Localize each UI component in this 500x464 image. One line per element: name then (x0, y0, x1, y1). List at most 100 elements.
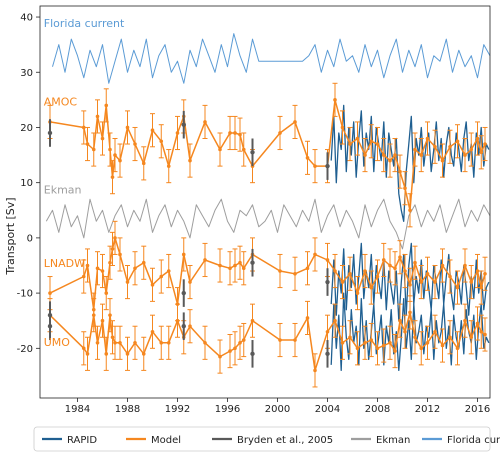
series-annotation: AMOC (44, 95, 78, 108)
model-umo-point (133, 340, 137, 345)
model-amoc-point (108, 147, 112, 152)
legend-box (33, 426, 491, 452)
y-axis-label: Transport [Sv] (4, 197, 17, 275)
x-tick-label: 1984 (65, 404, 90, 415)
model-lnadw-point (475, 269, 480, 273)
model-amoc-point (381, 153, 386, 157)
model-lnadw-point (118, 252, 122, 257)
model-amoc-point (125, 125, 130, 130)
model-amoc-point (110, 175, 115, 179)
model-umo-point (175, 318, 180, 323)
axes-layer: -20 -10 0 10 20 30 40 1984 1988 1992 1996 2000 2004 2… (17, 5, 491, 415)
model-umo-point (340, 340, 345, 345)
model-umo-point (388, 340, 392, 345)
model-umo-point (348, 335, 352, 340)
rapid-amoc-series (330, 104, 490, 222)
model-amoc-point (100, 136, 105, 141)
model-amoc-point (85, 142, 90, 146)
bryden-lnadw-point (325, 279, 330, 285)
model-lnadw-point (433, 280, 437, 284)
model-lnadw-point (188, 280, 192, 284)
model-amoc-point (469, 147, 474, 152)
model-umo-point (228, 349, 232, 353)
model-amoc-point (91, 147, 96, 152)
bryden-amoc-point (181, 122, 186, 127)
model-umo-point (293, 338, 297, 342)
model-amoc-point (166, 164, 171, 168)
model-umo-point (313, 368, 317, 373)
model-lnadw-point (333, 269, 337, 273)
model-lnadw-point (419, 280, 424, 284)
model-umo-point (479, 329, 484, 334)
model-amoc-point (479, 150, 484, 155)
model-umo-point (203, 340, 207, 345)
model-lnadw-point (159, 274, 164, 279)
model-umo-point (104, 352, 109, 356)
model-lnadw-point (305, 266, 310, 271)
model-lnadw-point (448, 274, 452, 279)
series-annotation: Ekman (44, 184, 82, 197)
series-annotation: Florida current (44, 17, 125, 30)
model-lnadw-point (455, 285, 460, 290)
model-amoc-point (150, 128, 155, 133)
model-umo-point (278, 338, 282, 342)
legend-label-florida: Florida current (447, 435, 500, 446)
model-amoc-point (403, 186, 407, 190)
model-lnadw-point (293, 271, 297, 276)
bryden-umo-point (47, 324, 53, 329)
model-lnadw-point (398, 255, 402, 260)
model-amoc-point (393, 153, 397, 157)
model-umo-point (188, 324, 192, 329)
bryden-lnadw-point (250, 260, 255, 265)
model-umo-point (463, 318, 467, 323)
y-tick-label: 10 (20, 178, 33, 189)
model-umo-point (250, 318, 255, 323)
model-lnadw-point (313, 252, 317, 257)
model-amoc-point (355, 136, 360, 141)
model-amoc-point (104, 103, 109, 108)
model-lnadw-point (104, 291, 109, 295)
model-amoc-point (440, 158, 445, 163)
model-lnadw-point (150, 283, 155, 287)
model-lnadw-point (233, 263, 237, 268)
model-umo-point (398, 318, 402, 323)
model-umo-point (469, 335, 474, 340)
y-tick-label: -20 (17, 344, 33, 355)
model-umo-point (159, 340, 164, 345)
model-lnadw-point (348, 271, 352, 276)
model-lnadw-point (133, 266, 137, 271)
bryden-amoc-point (325, 163, 330, 169)
model-amoc-point (425, 136, 430, 141)
model-amoc-point (188, 158, 192, 163)
series-annotation: UMO (44, 336, 71, 349)
bryden-lnadw-point (181, 290, 186, 296)
model-amoc-point (433, 144, 437, 149)
model-lnadw-point (108, 260, 112, 265)
model-amoc-point (463, 153, 467, 157)
model-amoc-point (113, 153, 117, 157)
model-umo-point (455, 346, 460, 351)
model-lnadw-point (363, 269, 367, 273)
model-amoc-point (241, 147, 246, 152)
legend: RAPID Model Bryden et al., 2005 Ekman Florid… (33, 426, 500, 452)
y-tick-label: 0 (27, 233, 33, 244)
model-umo-point (81, 346, 86, 351)
model-lnadw-point (238, 260, 242, 265)
model-umo-point (238, 340, 242, 345)
model-umo-point (425, 340, 430, 345)
model-amoc-point (95, 114, 100, 119)
model-umo-point (369, 338, 374, 342)
model-lnadw-point (278, 269, 282, 273)
model-amoc-point (398, 169, 402, 174)
model-lnadw-point (483, 271, 487, 276)
model-lnadw-point (125, 280, 130, 284)
model-umo-point (241, 338, 246, 342)
bryden-umo-point (181, 324, 186, 329)
model-lnadw-point (85, 263, 90, 268)
model-amoc-point (369, 139, 374, 144)
model-amoc-point (455, 139, 460, 144)
model-amoc-point (413, 147, 417, 152)
model-lnadw-point (403, 269, 407, 273)
model-amoc-point (118, 158, 122, 163)
